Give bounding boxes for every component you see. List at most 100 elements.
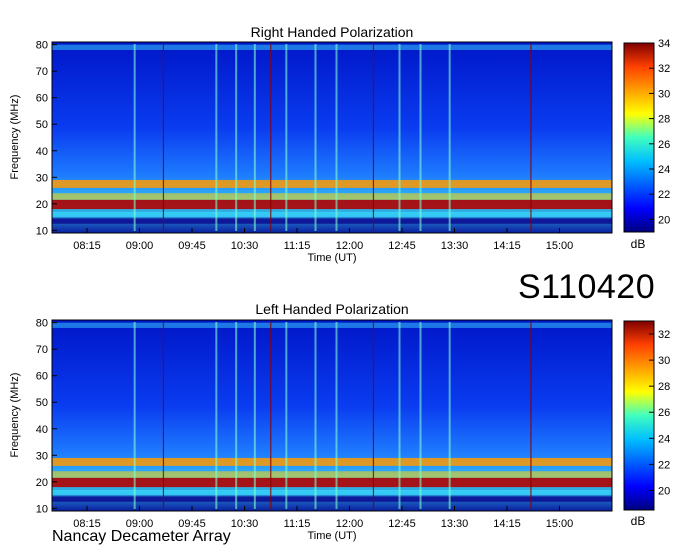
emission-band xyxy=(52,193,612,200)
x-tick-label: 09:45 xyxy=(178,518,206,530)
colorbar-tick-label: 30 xyxy=(658,355,670,367)
burst-line xyxy=(530,44,532,231)
y-tick-label: 30 xyxy=(36,450,48,462)
y-tick-label: 60 xyxy=(36,371,48,383)
x-tick-label: 13:30 xyxy=(441,518,469,530)
colorbar-label: dB xyxy=(631,514,646,528)
burst-line xyxy=(133,322,136,509)
burst-line xyxy=(215,322,218,509)
plot-area xyxy=(51,319,613,512)
colorbar-tick-label: 24 xyxy=(658,164,670,176)
burst-line xyxy=(335,322,338,509)
x-tick-label: 11:15 xyxy=(284,518,311,530)
y-tick-label: 50 xyxy=(36,119,48,131)
x-tick-label: 12:00 xyxy=(336,240,364,252)
emission-band xyxy=(52,211,612,218)
colorbar-gradient xyxy=(623,320,655,511)
emission-band xyxy=(52,471,612,478)
y-tick-label: 30 xyxy=(36,172,48,184)
x-tick-label: 13:30 xyxy=(441,240,469,252)
colorbar-tick-label: 26 xyxy=(658,139,670,151)
colorbar-tick-label: 24 xyxy=(658,433,670,445)
y-tick-label: 80 xyxy=(36,318,48,330)
emission-band xyxy=(52,179,612,188)
colorbar-tick-label: 32 xyxy=(658,329,670,341)
x-tick-label: 09:00 xyxy=(126,240,154,252)
colorbar-tick-label: 22 xyxy=(658,459,670,471)
colorbar-tick-label: 34 xyxy=(658,38,670,50)
emission-band xyxy=(52,199,612,210)
burst-line xyxy=(419,322,422,509)
colorbar-tick-label: 30 xyxy=(658,88,670,100)
y-tick-label: 40 xyxy=(36,424,48,436)
x-tick-label: 15:00 xyxy=(546,518,574,530)
burst-line xyxy=(235,322,238,509)
burst-line xyxy=(372,322,375,509)
x-tick-label: 12:00 xyxy=(336,518,364,530)
emission-band xyxy=(52,44,612,50)
burst-line xyxy=(253,322,256,509)
x-tick-label: 10:30 xyxy=(231,240,259,252)
emission-band xyxy=(52,322,612,328)
y-tick-label: 20 xyxy=(36,477,48,489)
burst-line xyxy=(448,44,451,231)
colorbar-tick-label: 20 xyxy=(658,214,670,226)
colorbar-tick-label: 26 xyxy=(658,407,670,419)
instrument-label: Nancay Decameter Array xyxy=(52,528,231,545)
colorbar: 20 22 24 26 28 30 32 dB xyxy=(623,320,670,528)
colorbar-tick-label: 28 xyxy=(658,381,670,393)
x-tick-label: 15:00 xyxy=(546,240,574,252)
chart-title: Right Handed Polarization xyxy=(251,24,414,40)
burst-line xyxy=(285,322,288,509)
colorbar-tick-label: 28 xyxy=(658,114,670,126)
burst-line xyxy=(448,322,451,509)
y-tick-label: 70 xyxy=(36,66,48,78)
x-tick-label: 12:45 xyxy=(388,518,416,530)
burst-line xyxy=(133,44,136,231)
x-tick-label: 14:15 xyxy=(493,240,521,252)
emission-band xyxy=(52,489,612,496)
burst-line xyxy=(235,44,238,231)
y-tick-label: 40 xyxy=(36,146,48,158)
burst-line xyxy=(372,44,375,231)
burst-line xyxy=(253,44,256,231)
colorbar-gradient xyxy=(623,42,655,233)
burst-line xyxy=(270,322,272,509)
x-tick-label: 14:15 xyxy=(493,518,521,530)
colorbar-tick-label: 32 xyxy=(658,63,670,75)
plot-area xyxy=(51,41,613,234)
x-tick-label: 09:00 xyxy=(126,518,154,530)
y-tick-label: 20 xyxy=(36,199,48,211)
x-tick-label: 08:15 xyxy=(73,240,101,252)
emission-band xyxy=(52,477,612,488)
emission-band xyxy=(52,457,612,466)
burst-line xyxy=(285,44,288,231)
x-tick-label: 12:45 xyxy=(388,240,416,252)
burst-line xyxy=(398,44,401,231)
burst-line xyxy=(314,44,317,231)
station-id: S110420 xyxy=(518,268,656,306)
colorbar-tick-label: 20 xyxy=(658,485,670,497)
colorbar-label: dB xyxy=(631,237,646,251)
y-tick-label: 10 xyxy=(36,503,48,515)
burst-line xyxy=(162,44,165,231)
chart-title: Left Handed Polarization xyxy=(255,301,408,317)
colorbar-tick-label: 22 xyxy=(658,189,670,201)
burst-line xyxy=(530,322,532,509)
x-axis-label: Time (UT) xyxy=(307,530,356,542)
x-tick-label: 11:15 xyxy=(284,240,311,252)
burst-line xyxy=(335,44,338,231)
x-tick-label: 09:45 xyxy=(178,240,206,252)
burst-line xyxy=(419,44,422,231)
y-tick-label: 80 xyxy=(36,40,48,52)
y-axis-label: Frequency (MHz) xyxy=(9,95,21,180)
left-polarization-panel: Left Handed Polarization 08:15 09:00 09:45… xyxy=(9,301,670,542)
right-polarization-panel: Right Handed Polarization 08:15 09:00 09:4… xyxy=(9,24,670,264)
burst-line xyxy=(314,322,317,509)
y-axis-label: Frequency (MHz) xyxy=(9,373,21,458)
burst-line xyxy=(270,44,272,231)
y-tick-label: 10 xyxy=(36,225,48,237)
x-tick-label: 08:15 xyxy=(73,518,101,530)
y-tick-label: 60 xyxy=(36,93,48,105)
